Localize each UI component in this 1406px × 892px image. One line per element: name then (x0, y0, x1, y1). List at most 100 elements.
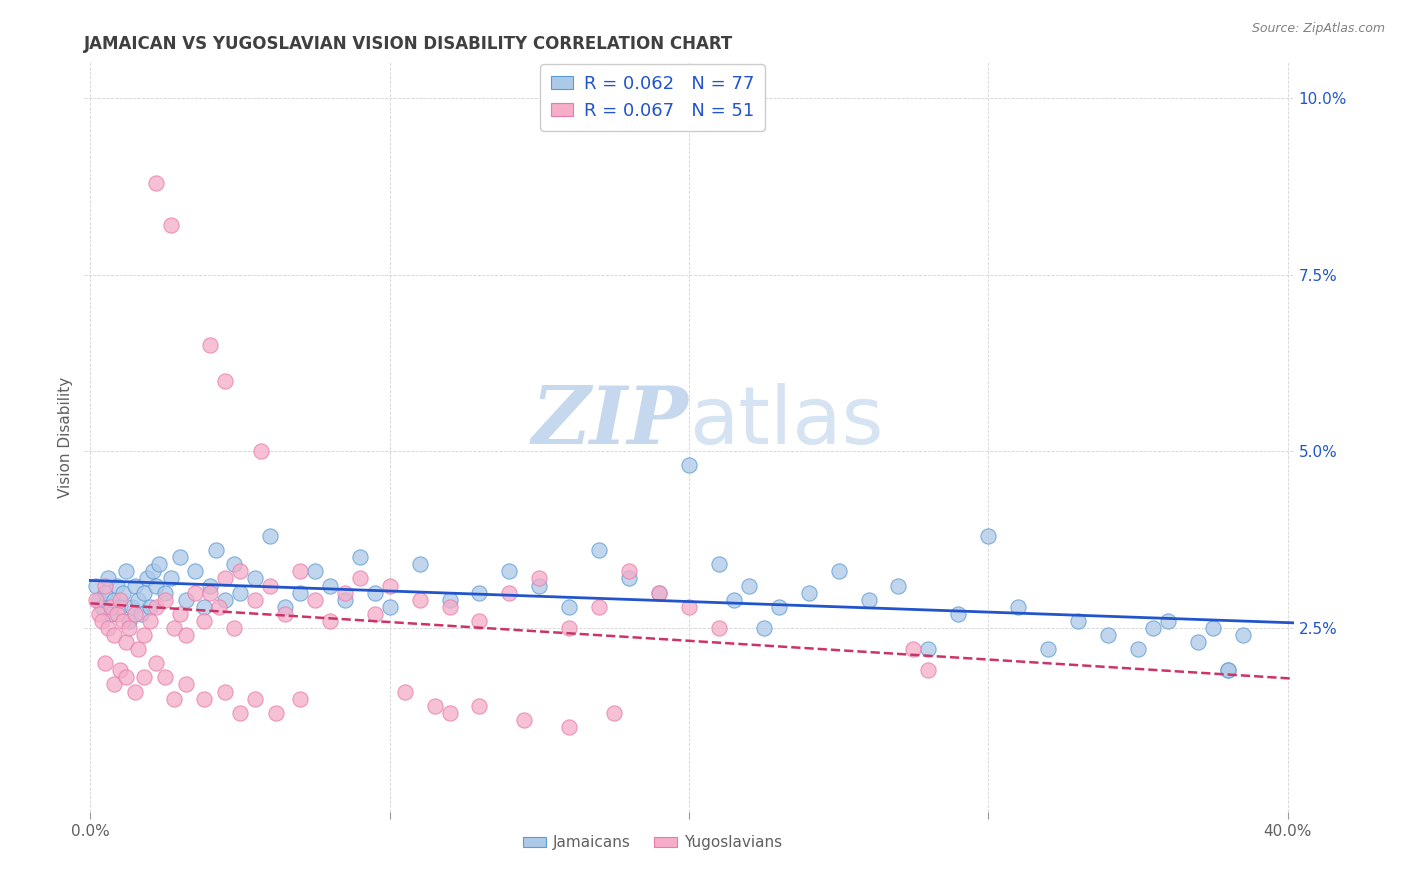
Point (948, 607, 970, 621)
Point (100, 599, 122, 614)
Point (768, 599, 790, 614)
Point (91, 599, 114, 614)
Point (103, 677, 125, 691)
Point (319, 614, 342, 628)
Point (529, 578, 551, 592)
Point (169, 607, 191, 621)
Point (94, 578, 117, 592)
Text: JAMAICAN VS YUGOSLAVIAN VISION DISABILITY CORRELATION CHART: JAMAICAN VS YUGOSLAVIAN VISION DISABILIT… (84, 35, 734, 53)
Point (105, 607, 128, 621)
Point (363, 585, 385, 599)
Point (513, 713, 536, 727)
Point (1126, 642, 1149, 657)
Point (145, 657, 167, 671)
Point (214, 592, 236, 607)
Point (86, 578, 108, 592)
Point (617, 571, 640, 585)
Point (214, 684, 236, 698)
Point (858, 592, 880, 607)
Point (648, 585, 671, 599)
Point (243, 571, 266, 585)
Point (378, 578, 401, 592)
Point (498, 585, 520, 599)
Point (198, 578, 221, 592)
Point (288, 585, 311, 599)
Point (184, 565, 207, 579)
Point (558, 720, 581, 734)
Point (153, 592, 176, 607)
Point (129, 607, 152, 621)
Point (127, 642, 149, 657)
Point (304, 592, 326, 607)
Point (423, 698, 446, 713)
Point (89, 607, 111, 621)
Point (153, 585, 176, 599)
Point (174, 677, 197, 691)
Point (121, 599, 143, 614)
Point (617, 565, 640, 579)
Point (214, 571, 236, 585)
Point (214, 374, 236, 388)
Point (558, 621, 581, 635)
Point (498, 565, 520, 579)
Point (408, 592, 430, 607)
Point (349, 550, 371, 565)
Point (707, 558, 730, 572)
Point (603, 706, 626, 720)
Point (1036, 642, 1059, 657)
Point (193, 599, 215, 614)
Point (333, 592, 356, 607)
Point (1216, 664, 1239, 678)
Point (118, 614, 141, 628)
Point (977, 529, 1000, 543)
Text: Source: ZipAtlas.com: Source: ZipAtlas.com (1251, 22, 1385, 36)
Point (243, 592, 266, 607)
Point (1142, 621, 1164, 635)
Point (250, 444, 273, 458)
Point (118, 621, 141, 635)
Point (97, 571, 120, 585)
Point (115, 670, 138, 684)
Point (349, 571, 371, 585)
Point (887, 578, 910, 592)
Point (1067, 614, 1090, 628)
Point (917, 664, 939, 678)
Point (319, 578, 342, 592)
Point (1097, 628, 1119, 642)
Point (134, 670, 156, 684)
Point (1232, 628, 1254, 642)
Point (148, 558, 170, 572)
Point (288, 691, 311, 706)
Point (163, 621, 186, 635)
Point (1007, 599, 1029, 614)
Point (259, 529, 281, 543)
Point (707, 621, 730, 635)
Point (91, 614, 114, 628)
Point (259, 578, 281, 592)
Point (1202, 621, 1225, 635)
Point (86, 592, 108, 607)
Point (145, 599, 167, 614)
Point (145, 578, 167, 592)
Point (184, 585, 207, 599)
Point (110, 592, 132, 607)
Point (112, 585, 135, 599)
Point (752, 621, 775, 635)
Point (124, 578, 146, 592)
Point (198, 338, 221, 352)
Point (1157, 614, 1180, 628)
Point (1216, 664, 1239, 678)
Point (142, 565, 165, 579)
Point (198, 585, 221, 599)
Point (160, 218, 183, 232)
Point (903, 642, 925, 657)
Point (529, 571, 551, 585)
Point (408, 558, 430, 572)
Point (439, 599, 461, 614)
Point (264, 706, 287, 720)
Point (288, 565, 311, 579)
Point (205, 543, 228, 558)
Point (243, 691, 266, 706)
Point (110, 599, 132, 614)
Point (112, 614, 135, 628)
